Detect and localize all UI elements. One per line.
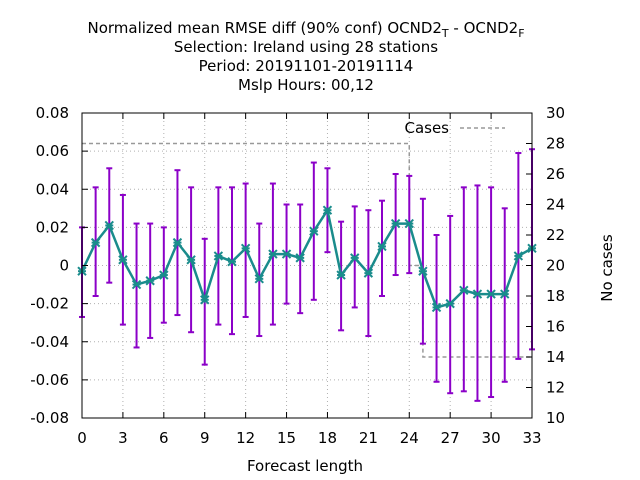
mean-point [131,279,142,290]
y2-tick-label: 22 [546,226,565,244]
mean-point [404,218,414,229]
y2-tick-label: 28 [546,135,565,153]
x-axis-label: Forecast length [247,457,363,475]
mean-point [104,220,114,231]
legend-label-cases: Cases [404,119,449,137]
y2-tick-label: 30 [546,104,565,122]
y2-tick-label: 20 [546,257,565,275]
x-tick-label: 30 [482,429,501,447]
y-tick-label: 0 [59,257,69,275]
mean-point [200,295,210,305]
y-tick-label: 0.04 [36,180,69,198]
y-tick-label: -0.06 [30,371,69,389]
x-tick-label: 27 [441,429,460,447]
mean-point [268,249,278,259]
mean-point [254,274,264,284]
x-tick-label: 9 [200,429,210,447]
y-tick-label: -0.02 [30,295,69,313]
y2-axis-label: No cases [598,234,616,302]
mean-point [295,253,305,263]
legend: Cases [404,119,505,137]
mean-point [90,237,101,248]
title-line-4: Mslp Hours: 00,12 [238,76,374,94]
y2-tick-label: 26 [546,165,565,183]
x-tick-label: 15 [277,429,296,447]
mean-point [186,255,196,265]
axes [81,112,533,419]
mean-point [336,270,346,280]
mean-point [145,276,155,286]
mean-point [363,268,374,278]
mean-point [240,243,251,254]
title-subscript-t: T [441,27,449,40]
mean-point [377,241,387,252]
title-line-3: Period: 20191101-20191114 [199,57,414,75]
mean-point [445,298,455,309]
errorbar-series [79,148,535,402]
mean-point [227,256,237,267]
mean-point [486,289,496,299]
title-line-1: Normalized mean RMSE diff (90% conf) OCN… [87,19,524,40]
x-tick-label: 6 [159,429,169,447]
x-tick-label: 18 [318,429,337,447]
mean-point [281,249,292,259]
x-tick-label: 21 [359,429,378,447]
mean-point [172,237,183,248]
x-tick-label: 0 [77,429,87,447]
x-tick-label: 33 [522,429,541,447]
mean-series [77,205,537,313]
title-line-2: Selection: Ireland using 28 stations [174,38,438,56]
y-tick-label: -0.08 [30,409,69,427]
mean-point [500,289,510,299]
mean-point [159,270,169,280]
mean-point [118,255,128,265]
mean-point [350,253,360,263]
chart-title: Normalized mean RMSE diff (90% conf) OCN… [87,19,524,94]
y2-tick-label: 24 [546,196,565,214]
cases-line [82,142,532,358]
title-middle: - OCND2 [449,19,519,37]
mean-point [309,226,319,236]
y2-tick-label: 10 [546,409,565,427]
mean-point [418,266,428,276]
title-subscript-f: F [518,27,524,40]
y2-tick-label: 18 [546,287,565,305]
y-tick-label: 0.06 [36,142,69,160]
tick-labels: 0 3 6 9 12 15 18 21 24 27 30 33 -0.08 -0.06 -0.04 -0.02… [30,104,565,447]
mean-point [322,205,333,215]
mean-point [213,251,224,261]
y2-tick-label: 14 [546,348,565,366]
x-tick-label: 12 [236,429,255,447]
cases-series [82,142,532,358]
x-tick-label: 24 [400,429,419,447]
y-tick-label: 0.02 [36,218,69,236]
x-tick-label: 3 [118,429,128,447]
mean-point [472,289,483,299]
mean-point [390,218,401,229]
y2-tick-label: 16 [546,318,565,336]
errorbar [488,186,495,399]
mean-line [80,207,533,309]
y2-tick-label: 12 [546,379,565,397]
y-tick-label: -0.04 [30,333,69,351]
y-tick-label: 0.08 [36,104,69,122]
mean-point [431,302,442,313]
mean-point [513,251,524,261]
mean-point [459,285,469,295]
